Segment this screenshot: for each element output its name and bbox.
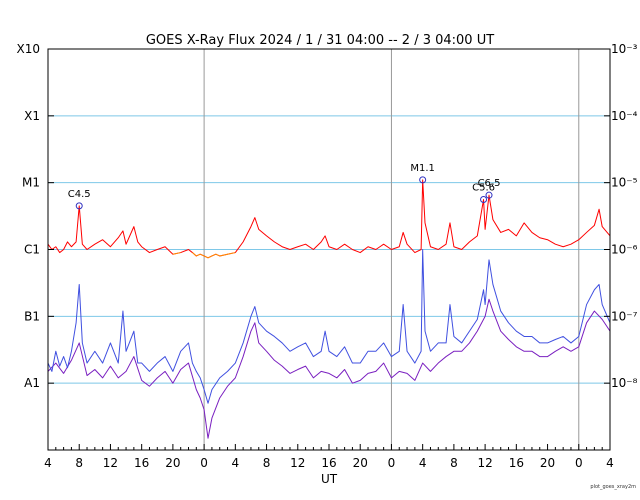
series-low-segment <box>172 252 181 255</box>
left-tick-label: M1 <box>22 176 40 190</box>
flare-label: C6.5 <box>478 178 501 189</box>
x-axis-label: UT <box>321 472 338 486</box>
gridlines <box>48 115 610 384</box>
series-line-1 <box>47 249 611 404</box>
series-low-segment <box>207 255 213 259</box>
bottom-tick-label: 0 <box>388 456 396 470</box>
left-tick-label: C1 <box>24 243 40 257</box>
bottom-tick-label: 0 <box>200 456 208 470</box>
series-line-0 <box>47 179 611 259</box>
left-tick-label: A1 <box>24 376 40 390</box>
bottom-tick-label: 12 <box>103 456 118 470</box>
bottom-tick-label: 4 <box>44 456 52 470</box>
bottom-tick-label: 20 <box>165 456 180 470</box>
left-tick-label: X10 <box>17 42 41 56</box>
flare-annotations: C4.5 M1.1 C5.6C6.5 <box>68 163 501 210</box>
bottom-tick-label: 16 <box>509 456 524 470</box>
right-axis-ticks: 10⁻³ 10⁻⁴ 10⁻⁵ 10⁻⁶ 10⁻⁷ 10⁻⁸ <box>604 42 638 390</box>
bottom-tick-label: 0 <box>575 456 583 470</box>
flare-marker <box>75 202 83 210</box>
series-line-2 <box>47 298 611 439</box>
bottom-tick-label: 20 <box>353 456 368 470</box>
right-tick-label: 10⁻⁶ <box>611 243 638 257</box>
right-tick-label: 10⁻⁴ <box>611 109 638 123</box>
right-tick-label: 10⁻⁵ <box>611 176 638 190</box>
series-low-segment <box>196 253 201 257</box>
series-low-segment <box>215 253 220 257</box>
series-low-segment <box>227 252 236 255</box>
bottom-tick-label: 4 <box>419 456 427 470</box>
bottom-tick-label: 16 <box>321 456 336 470</box>
bottom-tick-label: 16 <box>134 456 149 470</box>
bottom-tick-label: 20 <box>540 456 555 470</box>
bottom-tick-label: 12 <box>290 456 305 470</box>
series-low-segment <box>211 253 217 257</box>
bottom-tick-label: 12 <box>477 456 492 470</box>
footer-note: plot_goes_xray2m <box>590 484 636 490</box>
left-axis-ticks: X10 X1 M1 C1 B1 A1 <box>17 42 54 390</box>
flare-label: C4.5 <box>68 189 91 200</box>
bottom-axis-ticks: 4 8 12 16 20 0 4 8 12 16 20 0 4 8 12 16 20 0 4 <box>44 444 614 470</box>
bottom-tick-label: 8 <box>450 456 458 470</box>
bottom-tick-label: 4 <box>232 456 240 470</box>
right-tick-label: 10⁻⁷ <box>611 309 638 323</box>
flare-marker <box>419 176 427 184</box>
bottom-tick-label: 8 <box>75 456 83 470</box>
left-tick-label: X1 <box>24 109 40 123</box>
flare-label: C5.6 <box>472 182 495 193</box>
left-tick-label: B1 <box>24 309 40 323</box>
series-low-segment <box>200 253 205 257</box>
bottom-tick-label: 4 <box>606 456 614 470</box>
right-tick-label: 10⁻⁸ <box>611 376 638 390</box>
series-low-segment <box>203 255 209 259</box>
chart-title: GOES X-Ray Flux 2024 / 1 / 31 04:00 -- 2… <box>146 33 494 48</box>
flare-marker <box>485 191 493 199</box>
series-low-segment <box>219 253 228 257</box>
flare-label: M1.1 <box>410 163 435 174</box>
series-layer <box>47 179 611 439</box>
right-tick-label: 10⁻³ <box>611 42 638 56</box>
bottom-tick-label: 8 <box>263 456 271 470</box>
series-low-segment <box>192 252 197 257</box>
flare-marker <box>480 195 488 203</box>
